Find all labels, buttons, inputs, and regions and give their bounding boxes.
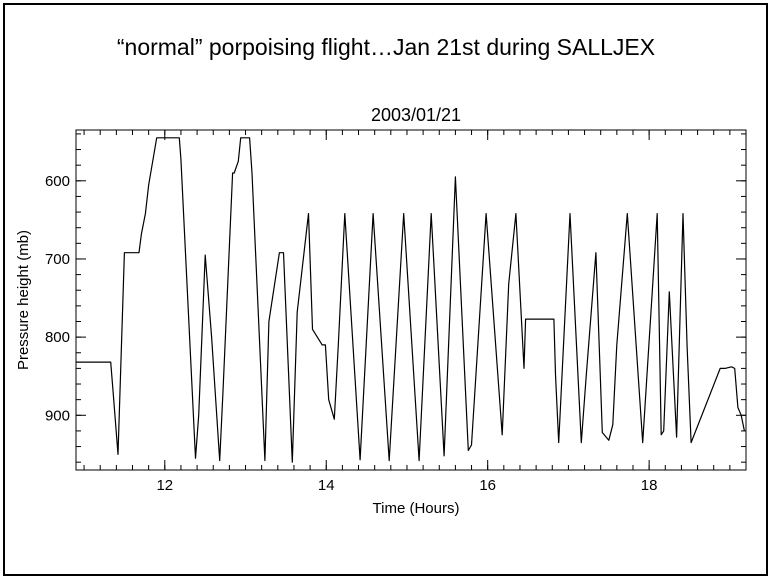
axis-ticks <box>76 130 747 470</box>
x-tick-label: 14 <box>318 477 335 494</box>
x-tick-label: 12 <box>156 477 173 494</box>
axis-tick-labels: 12 14 16 18 600 700 800 900 <box>45 173 658 494</box>
y-tick-label: 600 <box>45 173 70 190</box>
x-tick-label: 16 <box>479 477 496 494</box>
plot-area <box>75 129 747 471</box>
y-axis-label: Pressure height (mb) <box>15 230 32 370</box>
x-axis-label: Time (Hours) <box>373 500 460 517</box>
chart-title: 2003/01/21 <box>371 105 461 125</box>
slide-frame <box>3 3 768 576</box>
pressure-series-line <box>76 137 745 463</box>
y-tick-label: 700 <box>45 251 70 268</box>
x-tick-label: 18 <box>641 477 658 494</box>
slide-title: “normal” porpoising flight…Jan 21st duri… <box>116 34 656 60</box>
y-tick-label: 900 <box>45 407 70 424</box>
y-tick-label: 800 <box>45 329 70 346</box>
